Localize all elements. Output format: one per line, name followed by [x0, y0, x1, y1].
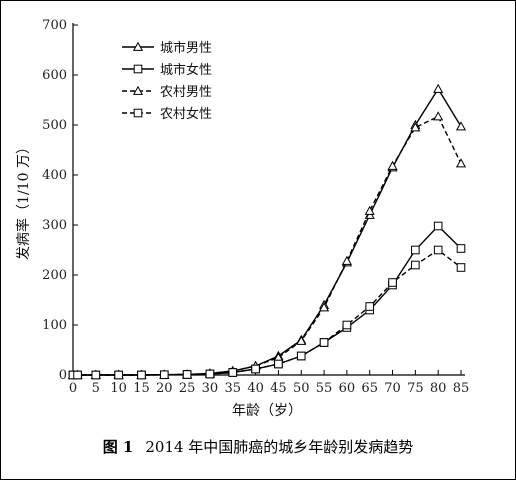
- y-tick-label: 600: [42, 68, 67, 83]
- data-point: [296, 351, 306, 361]
- data-point: [433, 111, 444, 121]
- chart-series: [67, 83, 467, 380]
- y-tick-label: 200: [42, 268, 67, 283]
- caption-text: 2014 年中国肺癌的城乡年龄别发病趋势: [145, 438, 414, 456]
- legend-label: 农村女性: [160, 106, 212, 122]
- data-point: [410, 122, 421, 132]
- x-tick-label: 65: [361, 381, 378, 396]
- data-point: [341, 255, 352, 265]
- legend-marker: [132, 41, 144, 51]
- series-4: [68, 245, 466, 380]
- legend-label: 城市男性: [160, 40, 212, 56]
- y-axis-label: 发病率（1/10 万）: [15, 140, 32, 260]
- series-3: [67, 111, 467, 379]
- x-tick-label: 75: [407, 381, 424, 396]
- x-tick-label: 0: [69, 381, 77, 396]
- data-point: [388, 278, 397, 287]
- y-tick-label: 100: [42, 318, 67, 333]
- x-tick-label: 80: [430, 381, 447, 396]
- series-line: [73, 115, 462, 376]
- data-point: [182, 370, 192, 379]
- data-point: [411, 260, 420, 270]
- y-tick-label: 300: [42, 218, 67, 233]
- data-point: [365, 302, 375, 311]
- x-tick-label: 35: [224, 381, 241, 396]
- legend-marker: [133, 108, 143, 118]
- data-point: [433, 245, 443, 255]
- data-point: [251, 364, 260, 374]
- data-point: [319, 302, 330, 312]
- data-point: [411, 245, 420, 255]
- y-tick-label: 400: [42, 168, 67, 183]
- data-point: [114, 370, 123, 380]
- x-axis-label: 年龄（岁）: [232, 403, 302, 419]
- x-tick-label: 25: [179, 381, 196, 396]
- data-point: [455, 121, 467, 131]
- data-point: [274, 359, 283, 369]
- series-2: [68, 221, 466, 380]
- y-tick-label: 700: [42, 18, 67, 33]
- x-tick-label: 55: [316, 381, 333, 396]
- x-tick-label: 20: [156, 381, 173, 396]
- data-point: [319, 338, 329, 347]
- data-point: [433, 221, 443, 231]
- x-tick-label: 40: [247, 381, 264, 396]
- data-point: [342, 320, 352, 330]
- data-point: [364, 205, 375, 215]
- data-point: [137, 370, 146, 380]
- legend-label: 农村男性: [160, 85, 212, 100]
- data-point: [433, 83, 444, 93]
- x-tick-label: 60: [339, 381, 356, 396]
- figure-caption: 图 1 2014 年中国肺癌的城乡年龄别发病趋势: [0, 436, 516, 457]
- data-point: [387, 160, 398, 170]
- data-point: [228, 368, 238, 377]
- x-tick-label: 85: [453, 381, 470, 396]
- series-line: [73, 87, 462, 376]
- legend-label: 城市女性: [160, 62, 212, 78]
- x-tick-label: 10: [110, 381, 127, 396]
- data-point: [456, 263, 466, 272]
- series-1: [67, 83, 467, 379]
- y-tick-label: 500: [42, 118, 67, 133]
- data-point: [159, 370, 169, 380]
- figure-number: 图 1: [102, 438, 134, 456]
- x-tick-label: 5: [92, 381, 100, 396]
- series-line: [73, 225, 462, 376]
- x-tick-label: 45: [270, 381, 287, 396]
- x-tick-label: 70: [384, 381, 401, 396]
- legend-marker: [132, 85, 144, 95]
- data-point: [91, 370, 101, 380]
- x-tick-label: 15: [133, 381, 150, 396]
- data-point: [455, 158, 467, 168]
- x-tick-label: 30: [202, 381, 219, 396]
- data-point: [456, 244, 466, 253]
- y-tick-label: 0: [59, 368, 67, 383]
- legend-marker: [133, 64, 143, 74]
- chart-axes: [72, 23, 465, 376]
- data-point: [73, 370, 82, 380]
- data-point: [296, 335, 307, 345]
- x-tick-label: 50: [293, 381, 310, 396]
- data-point: [205, 369, 215, 379]
